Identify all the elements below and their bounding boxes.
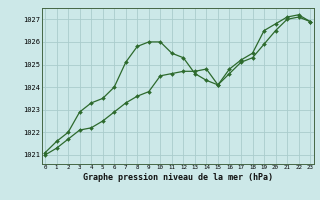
X-axis label: Graphe pression niveau de la mer (hPa): Graphe pression niveau de la mer (hPa)	[83, 173, 273, 182]
